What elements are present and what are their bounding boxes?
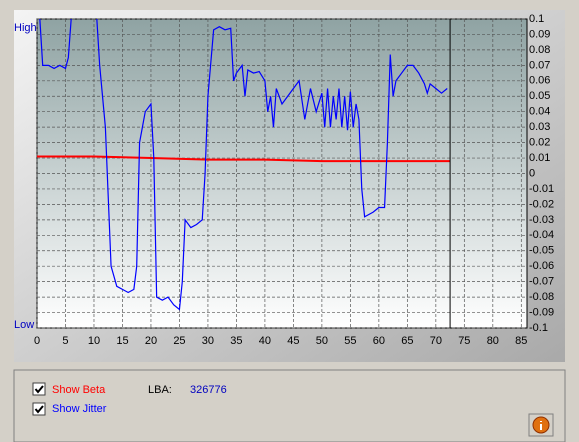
x-tick-label: 55 [344, 335, 356, 347]
x-tick-label: 40 [259, 335, 271, 347]
y-tick-label: 0.02 [529, 137, 550, 149]
high-label: High [14, 22, 37, 34]
x-tick-label: 20 [145, 335, 157, 347]
y-tick-label: -0.05 [529, 245, 554, 257]
x-tick-label: 75 [458, 335, 470, 347]
y-tick-label: 0.05 [529, 90, 550, 102]
x-tick-label: 5 [62, 335, 68, 347]
y-tick-label: -0.06 [529, 260, 554, 272]
x-tick-label: 50 [316, 335, 328, 347]
y-tick-label: -0.07 [529, 276, 554, 288]
y-tick-label: -0.03 [529, 214, 554, 226]
x-tick-label: 80 [487, 335, 499, 347]
y-tick-label: -0.02 [529, 198, 554, 210]
show-beta-label[interactable]: Show Beta [52, 384, 106, 396]
y-tick-label: 0.03 [529, 121, 550, 133]
y-tick-label: 0.01 [529, 152, 550, 164]
x-tick-label: 35 [230, 335, 242, 347]
beta-check [34, 385, 44, 394]
y-tick-label: -0.1 [529, 322, 548, 334]
show-jitter-label[interactable]: Show Jitter [52, 403, 107, 415]
y-tick-label: -0.01 [529, 183, 554, 195]
jitter-check [34, 405, 44, 414]
y-tick-label: -0.09 [529, 306, 554, 318]
x-tick-label: 65 [401, 335, 413, 347]
y-tick-label: -0.08 [529, 291, 554, 303]
y-tick-label: 0.07 [529, 59, 550, 71]
x-tick-label: 45 [287, 335, 299, 347]
x-tick-label: 60 [373, 335, 385, 347]
x-tick-label: 15 [116, 335, 128, 347]
x-tick-label: 70 [430, 335, 442, 347]
lba-value: 326776 [190, 384, 227, 396]
y-tick-label: 0.08 [529, 44, 550, 56]
y-tick-label: 0.06 [529, 75, 550, 87]
x-tick-label: 0 [34, 335, 40, 347]
plot: 0 5 10 15 20 25 30 35 40 45 50 55 60 65 70 75 80 85 0.1 0.0… [34, 13, 554, 347]
x-tick-label: 85 [515, 335, 527, 347]
series-line [39, 19, 448, 311]
y-tick-label: 0.1 [529, 13, 544, 25]
y-tick-label: -0.04 [529, 229, 554, 241]
x-tick-label: 30 [202, 335, 214, 347]
x-tick-label: 25 [173, 335, 185, 347]
y-tick-label: 0.04 [529, 106, 550, 118]
beta-checkbox[interactable] [32, 382, 46, 396]
lba-label: LBA: [148, 384, 172, 396]
low-label: Low [14, 319, 34, 331]
controls-panel [13, 369, 566, 442]
x-tick-label: 10 [88, 335, 100, 347]
series-line [37, 155, 451, 163]
y-tick-label: 0.09 [529, 28, 550, 40]
jitter-checkbox[interactable] [32, 402, 46, 416]
series-group [37, 19, 451, 311]
y-tick-label: 0 [529, 167, 535, 179]
